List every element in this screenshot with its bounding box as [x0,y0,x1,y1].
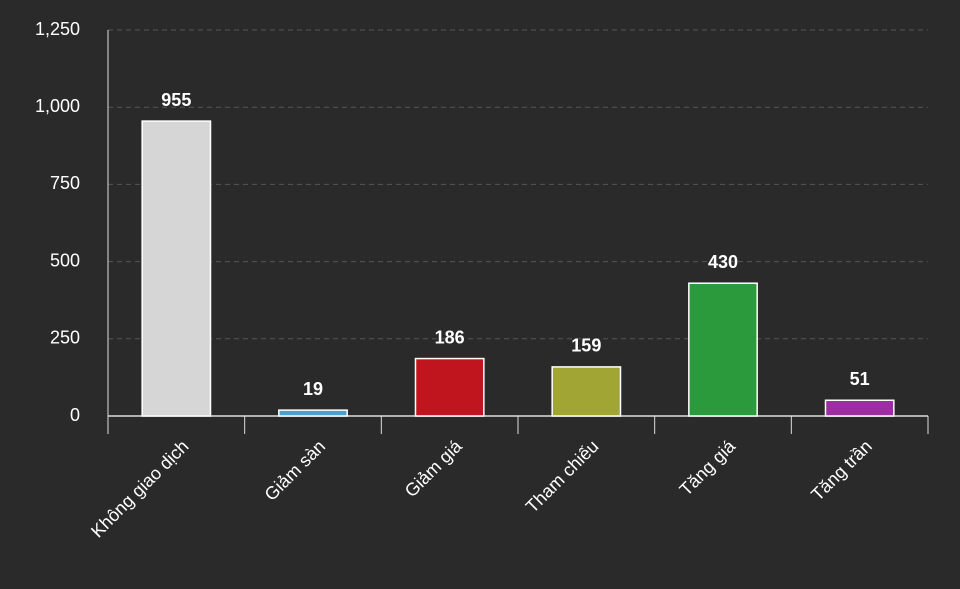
value-label: 955 [161,90,191,110]
value-label: 159 [571,336,601,356]
x-tick-label: Tham chiếu [522,436,603,517]
x-tick-label: Không giao dịch [87,436,192,541]
bar [551,366,622,417]
value-label: 51 [850,369,870,389]
y-tick-label: 1,000 [35,96,80,116]
x-tick-label: Tăng giá [676,435,740,499]
bar [824,399,895,417]
value-label: 430 [708,252,738,272]
y-tick-label: 500 [50,250,80,270]
y-tick-label: 0 [70,405,80,425]
x-tick-label: Giảm sàn [261,436,330,505]
value-label: 186 [435,327,465,347]
x-tick-label: Giảm giá [401,435,467,501]
y-tick-label: 1,250 [35,19,80,39]
bar [141,120,212,417]
bar [688,282,758,417]
y-tick-label: 250 [50,328,80,348]
x-tick-label: Tăng trần [807,436,876,505]
value-label: 19 [303,379,323,399]
bar [278,409,348,417]
y-tick-label: 750 [50,173,80,193]
bar [414,357,485,417]
